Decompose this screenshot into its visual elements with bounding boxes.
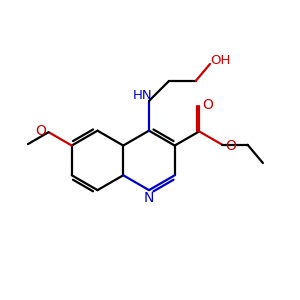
Text: O: O xyxy=(225,139,236,153)
Text: O: O xyxy=(202,98,213,112)
Text: OH: OH xyxy=(210,54,231,68)
Text: O: O xyxy=(35,124,46,138)
Text: HN: HN xyxy=(133,89,152,102)
Text: N: N xyxy=(144,190,154,205)
